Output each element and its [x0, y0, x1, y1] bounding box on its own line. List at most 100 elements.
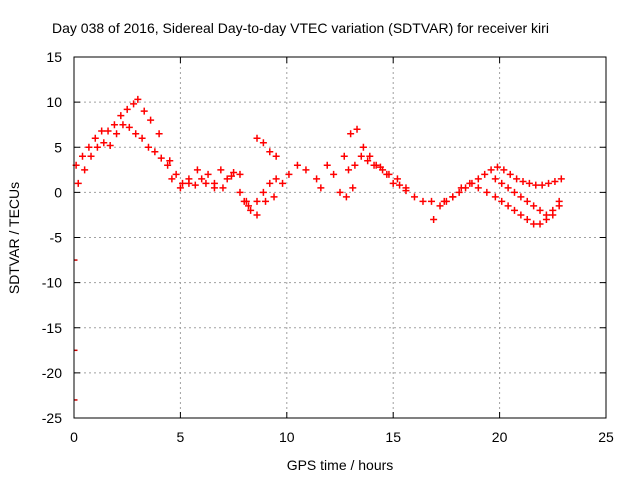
- data-point: [147, 116, 155, 124]
- data-points: [72, 95, 565, 401]
- data-point: [389, 179, 397, 187]
- data-point: [510, 188, 518, 196]
- data-point: [130, 100, 138, 108]
- data-point: [244, 202, 252, 210]
- data-point: [436, 202, 444, 210]
- y-tick-label: 5: [54, 139, 62, 155]
- data-point: [270, 193, 278, 201]
- data-point: [359, 143, 367, 151]
- data-point: [491, 175, 499, 183]
- data-point: [549, 211, 557, 219]
- y-tick-label: -5: [50, 230, 63, 246]
- data-point: [517, 211, 525, 219]
- data-point: [79, 152, 87, 160]
- y-tick-label: -10: [42, 275, 62, 291]
- data-point: [119, 121, 127, 129]
- data-point: [279, 179, 287, 187]
- data-point: [247, 206, 255, 214]
- data-point: [176, 184, 184, 192]
- series-track-i: [345, 152, 410, 195]
- data-point: [240, 197, 248, 205]
- data-point: [402, 187, 410, 195]
- series-track-f: [253, 134, 280, 160]
- data-point: [487, 166, 495, 174]
- data-point: [466, 179, 474, 187]
- data-point: [498, 197, 506, 205]
- data-point: [74, 179, 82, 187]
- data-point: [157, 154, 165, 162]
- series-track-d: [168, 166, 278, 219]
- y-tick-label: -15: [42, 320, 62, 336]
- x-tick-label: 10: [279, 429, 295, 445]
- data-point: [393, 175, 401, 183]
- data-point: [538, 181, 546, 189]
- data-point: [498, 179, 506, 187]
- data-point: [104, 127, 112, 135]
- data-point: [217, 166, 225, 174]
- axis-ticks: 0 5 10 15 20 25 -25 -20 -15 -10 -5 0 5 10 15: [42, 49, 614, 445]
- data-point: [185, 179, 193, 187]
- data-point: [474, 184, 482, 192]
- data-point: [557, 175, 565, 183]
- y-tick-label: 15: [46, 49, 62, 65]
- data-point: [87, 152, 95, 160]
- data-point: [530, 202, 538, 210]
- data-point: [457, 184, 465, 192]
- series-outliers: [74, 259, 78, 401]
- series-track-l: [491, 175, 563, 219]
- data-point: [253, 197, 261, 205]
- data-point: [383, 170, 391, 178]
- data-point: [513, 175, 521, 183]
- data-point: [100, 139, 108, 147]
- data-point: [210, 184, 218, 192]
- data-point: [262, 197, 270, 205]
- data-point: [236, 170, 244, 178]
- data-point: [504, 184, 512, 192]
- data-point: [236, 188, 244, 196]
- data-point: [166, 157, 174, 165]
- data-point: [396, 181, 404, 189]
- data-point: [155, 130, 163, 138]
- data-point: [536, 206, 544, 214]
- data-point: [202, 179, 210, 187]
- data-point: [230, 169, 238, 177]
- series-track-g: [313, 161, 357, 201]
- data-point: [342, 193, 350, 201]
- data-point: [313, 175, 321, 183]
- data-point: [491, 193, 499, 201]
- series-track-e: [240, 161, 310, 214]
- data-point: [519, 178, 527, 186]
- data-point: [323, 161, 331, 169]
- data-point: [266, 148, 274, 156]
- series-track-a: [74, 121, 172, 187]
- data-point: [317, 184, 325, 192]
- data-point: [219, 184, 227, 192]
- data-point: [455, 188, 463, 196]
- y-tick-label: -25: [42, 410, 62, 426]
- y-tick-label: -20: [42, 365, 62, 381]
- x-axis-label: GPS time / hours: [287, 457, 394, 473]
- x-tick-label: 20: [492, 429, 508, 445]
- data-point: [266, 179, 274, 187]
- data-point: [370, 161, 378, 169]
- data-point: [345, 166, 353, 174]
- x-tick-label: 15: [385, 429, 401, 445]
- data-point: [542, 211, 550, 219]
- x-tick-label: 0: [70, 429, 78, 445]
- data-point: [125, 123, 133, 131]
- data-point: [164, 161, 172, 169]
- data-point: [272, 152, 280, 160]
- data-point: [410, 193, 418, 201]
- data-point: [98, 127, 106, 135]
- data-point: [293, 161, 301, 169]
- data-point: [510, 206, 518, 214]
- data-point: [138, 134, 146, 142]
- data-point: [336, 188, 344, 196]
- data-point: [357, 152, 365, 160]
- data-point: [172, 170, 180, 178]
- data-point: [272, 175, 280, 183]
- data-point: [113, 130, 121, 138]
- data-point: [351, 161, 359, 169]
